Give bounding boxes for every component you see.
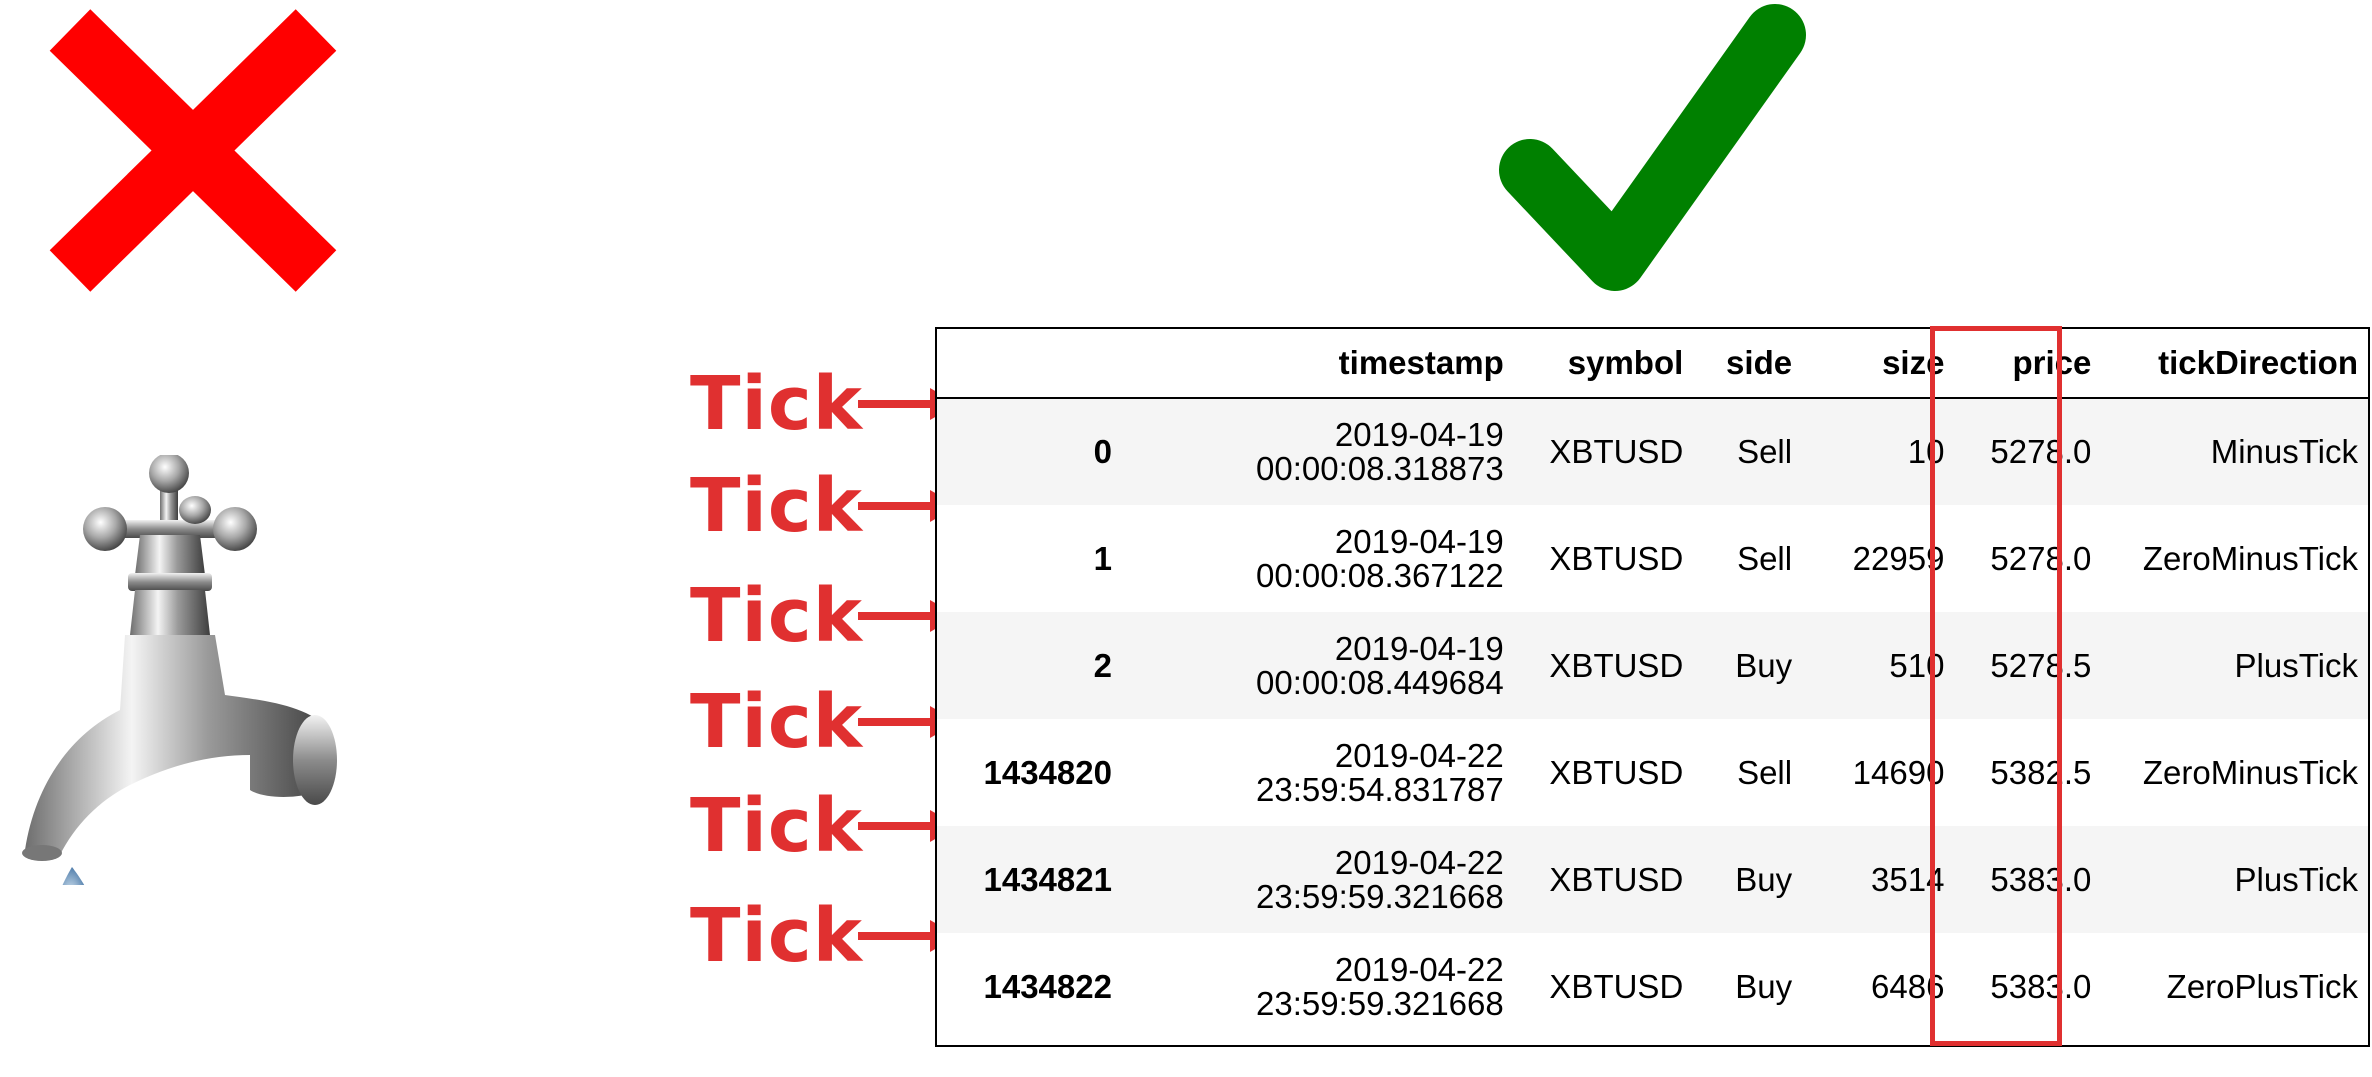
row-index: 1: [1093, 539, 1112, 577]
tick-annotation: Tick: [690, 786, 960, 866]
side-cell: Buy: [1735, 967, 1793, 1005]
tick-table: timestamp symbol side size price tickDir…: [937, 329, 2368, 1040]
table-header-row: timestamp symbol side size price tickDir…: [937, 329, 2368, 399]
price-cell: 5278.5: [1990, 646, 2092, 684]
dataframe-table: timestamp symbol side size price tickDir…: [935, 327, 2370, 1047]
tick-annotation: Tick: [690, 466, 960, 546]
tick-direction-cell: PlusTick: [2234, 860, 2358, 898]
price-cell: 5278.0: [1990, 539, 2092, 577]
tick-direction-cell: PlusTick: [2234, 646, 2358, 684]
table-row: 0 2019-04-19 00:00:08.318873 XBTUSD Sell 10 52…: [937, 398, 2368, 505]
row-index: 2: [1093, 646, 1112, 684]
tick-direction-cell: ZeroPlusTick: [2166, 967, 2358, 1005]
timestamp-time: 23:59:59.321668: [1255, 877, 1504, 915]
timestamp-time: 00:00:08.318873: [1255, 450, 1504, 487]
symbol-cell: XBTUSD: [1549, 967, 1684, 1005]
side-cell: Sell: [1737, 753, 1793, 791]
table-row: 1434820 2019-04-22 23:59:54.831787 XBTUSD Se…: [937, 719, 2368, 826]
tick-annotation: Tick: [690, 364, 960, 444]
tick-direction-header: tickDirection: [2101, 329, 2368, 399]
size-header: size: [1802, 329, 1955, 399]
tick-direction-cell: ZeroMinusTick: [2142, 753, 2358, 791]
row-index: 1434822: [983, 967, 1112, 1005]
side-cell: Sell: [1737, 539, 1793, 577]
side-cell: Sell: [1737, 433, 1793, 470]
size-cell: 14690: [1852, 753, 1945, 791]
row-index: 0: [1093, 433, 1112, 470]
tick-annotation: Tick: [690, 896, 960, 976]
price-header: price: [1954, 329, 2102, 399]
timestamp-date: 2019-04-19: [1334, 416, 1504, 453]
symbol-cell: XBTUSD: [1549, 433, 1684, 470]
tick-annotation: Tick: [690, 576, 960, 656]
side-header: side: [1693, 329, 1803, 399]
timestamp-cell: 2019-04-22 23:59:54.831787: [1122, 719, 1514, 826]
size-cell: 510: [1889, 646, 1945, 684]
tick-label: Tick: [690, 573, 863, 659]
symbol-header: symbol: [1513, 329, 1694, 399]
side-cell: Buy: [1735, 860, 1793, 898]
row-index: 1434820: [983, 753, 1112, 791]
timestamp-date: 2019-04-22: [1334, 843, 1504, 881]
price-cell: 5382.5: [1990, 753, 2092, 791]
timestamp-date: 2019-04-19: [1334, 522, 1504, 560]
timestamp-cell: 2019-04-19 00:00:08.367122: [1122, 505, 1514, 612]
timestamp-date: 2019-04-19: [1334, 629, 1504, 667]
timestamp-time: 23:59:54.831787: [1255, 770, 1504, 808]
size-cell: 22959: [1852, 539, 1945, 577]
timestamp-time: 23:59:59.321668: [1255, 984, 1504, 1022]
timestamp-date: 2019-04-22: [1334, 736, 1504, 774]
symbol-cell: XBTUSD: [1549, 753, 1684, 791]
price-cell: 5383.0: [1990, 860, 2092, 898]
table-row: 1 2019-04-19 00:00:08.367122 XBTUSD Sell 2295…: [937, 505, 2368, 612]
faucet-icon: [22, 455, 337, 885]
price-cell: 5278.0: [1990, 433, 2092, 470]
timestamp-date: 2019-04-22: [1334, 950, 1504, 988]
timestamp-cell: 2019-04-22 23:59:59.321668: [1122, 933, 1514, 1040]
tick-direction-cell: ZeroMinusTick: [2142, 539, 2358, 577]
timestamp-time: 00:00:08.449684: [1255, 663, 1504, 701]
tick-label: Tick: [690, 893, 863, 979]
tick-label: Tick: [690, 463, 863, 549]
tick-direction-cell: MinusTick: [2210, 433, 2358, 470]
size-cell: 10: [1907, 433, 1945, 470]
tick-label: Tick: [690, 361, 863, 447]
timestamp-header: timestamp: [1121, 329, 1514, 399]
timestamp-cell: 2019-04-22 23:59:59.321668: [1122, 826, 1514, 933]
cross-icon: [49, 9, 337, 292]
tick-label: Tick: [690, 783, 863, 869]
price-cell: 5383.0: [1990, 967, 2092, 1005]
timestamp-cell: 2019-04-19 00:00:08.449684: [1122, 612, 1514, 719]
table-row: 1434822 2019-04-22 23:59:59.321668 XBTUSD Bu…: [937, 933, 2368, 1040]
tick-label: Tick: [690, 679, 863, 765]
size-cell: 3514: [1871, 860, 1945, 898]
symbol-cell: XBTUSD: [1549, 646, 1684, 684]
check-icon: [1499, 4, 1806, 291]
row-index: 1434821: [983, 860, 1112, 898]
symbol-cell: XBTUSD: [1549, 539, 1684, 577]
size-cell: 6486: [1871, 967, 1945, 1005]
timestamp-cell: 2019-04-19 00:00:08.318873: [1122, 398, 1514, 505]
table-row: 1434821 2019-04-22 23:59:59.321668 XBTUSD Bu…: [937, 826, 2368, 933]
tick-annotation: Tick: [690, 682, 960, 762]
side-cell: Buy: [1735, 646, 1793, 684]
timestamp-time: 00:00:08.367122: [1255, 556, 1504, 594]
table-row: 2 2019-04-19 00:00:08.449684 XBTUSD Buy 510 52…: [937, 612, 2368, 719]
index-header: [937, 329, 1122, 399]
symbol-cell: XBTUSD: [1549, 860, 1684, 898]
